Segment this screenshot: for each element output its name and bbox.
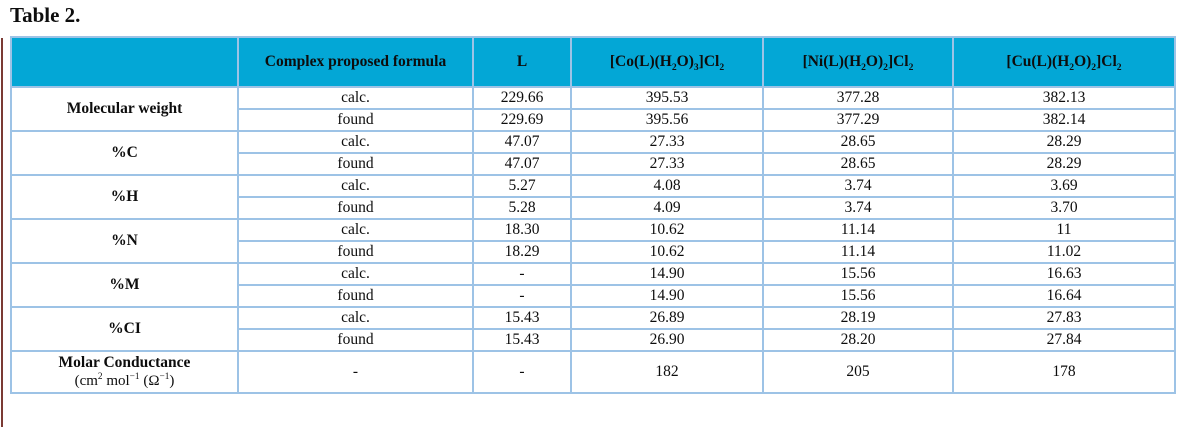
calc-found-cell: calc. <box>237 306 474 330</box>
header-cell-complex-proposed-formula: Complex proposed formula <box>237 36 474 88</box>
calc-found-cell: calc. <box>237 86 474 110</box>
value-cell: 15.56 <box>762 284 954 308</box>
calc-found-cell: found <box>237 240 474 264</box>
value-cell: 15.56 <box>762 262 954 286</box>
header-cell-co-complex: [Co(L)(H2O)3]Cl2 <box>570 36 764 88</box>
value-cell: 18.30 <box>472 218 572 242</box>
value-cell: 11.14 <box>762 218 954 242</box>
value-cell: 16.64 <box>952 284 1176 308</box>
value-cell: - <box>472 262 572 286</box>
value-cell: 4.09 <box>570 196 764 220</box>
table-row: found 229.69 395.56 377.29 382.14 <box>11 108 1176 132</box>
elemental-analysis-table: Complex proposed formula L [Co(L)(H2O)3]… <box>10 36 1176 394</box>
header-cell-ligand: L <box>472 36 572 88</box>
molar-conductance-units: (cm2 mol−1 (Ω−1) <box>74 372 175 390</box>
header-cell-empty <box>10 36 239 88</box>
table-row: found 18.29 10.62 11.14 11.02 <box>11 240 1176 264</box>
value-cell: 47.07 <box>472 130 572 154</box>
value-cell: 27.33 <box>570 152 764 176</box>
value-cell: 14.90 <box>570 284 764 308</box>
value-cell: 377.28 <box>762 86 954 110</box>
value-cell: 28.29 <box>952 152 1176 176</box>
table-row: %M calc. - 14.90 15.56 16.63 <box>10 262 1176 308</box>
value-cell: 10.62 <box>570 218 764 242</box>
value-cell: 229.69 <box>472 108 572 132</box>
calc-found-cell: found <box>237 328 474 352</box>
table-row: found 15.43 26.90 28.20 27.84 <box>11 328 1176 352</box>
row-label-percent-n: %N <box>10 218 239 264</box>
calc-found-cell: calc. <box>237 218 474 242</box>
value-cell: 28.65 <box>762 152 954 176</box>
value-cell: 182 <box>570 350 764 394</box>
value-cell: 27.84 <box>952 328 1176 352</box>
molar-conductance-label: Molar Conductance <box>58 353 191 371</box>
calc-found-cell: found <box>237 108 474 132</box>
value-cell: 47.07 <box>472 152 572 176</box>
value-cell: 395.53 <box>570 86 764 110</box>
calc-found-cell: found <box>237 152 474 176</box>
value-cell: 26.89 <box>570 306 764 330</box>
row-label-molar-conductance: Molar Conductance (cm2 mol−1 (Ω−1) <box>10 350 239 394</box>
table-row: Molecular weight calc. 229.66 395.53 377… <box>10 86 1176 132</box>
page-edge-line <box>1 38 3 427</box>
table-row: %N calc. 18.30 10.62 11.14 11 <box>10 218 1176 264</box>
value-cell: 27.33 <box>570 130 764 154</box>
value-cell: 229.66 <box>472 86 572 110</box>
calc-found-cell: found <box>237 196 474 220</box>
value-cell: 395.56 <box>570 108 764 132</box>
value-cell: 18.29 <box>472 240 572 264</box>
value-cell: 15.43 <box>472 328 572 352</box>
value-cell: 382.13 <box>952 86 1176 110</box>
value-cell: 205 <box>762 350 954 394</box>
row-label-percent-ci: %CI <box>10 306 239 352</box>
value-cell: - <box>472 284 572 308</box>
table-row: found 5.28 4.09 3.74 3.70 <box>11 196 1176 220</box>
calc-found-cell: calc. <box>237 174 474 198</box>
value-cell: 14.90 <box>570 262 764 286</box>
value-cell: 28.29 <box>952 130 1176 154</box>
value-cell: 5.27 <box>472 174 572 198</box>
table-title: Table 2. <box>10 3 81 27</box>
value-cell: 3.70 <box>952 196 1176 220</box>
calc-found-cell: calc. <box>237 130 474 154</box>
table-row: %H calc. 5.27 4.08 3.74 3.69 <box>10 174 1176 220</box>
value-cell: - <box>472 350 572 394</box>
value-cell: 3.69 <box>952 174 1176 198</box>
value-cell: 178 <box>952 350 1176 394</box>
value-cell: 11.02 <box>952 240 1176 264</box>
row-label-percent-m: %M <box>10 262 239 308</box>
header-cell-ni-complex: [Ni(L)(H2O)2]Cl2 <box>762 36 954 88</box>
table-row: %CI calc. 15.43 26.89 28.19 27.83 <box>10 306 1176 352</box>
row-label-percent-c: %C <box>10 130 239 176</box>
value-cell: 11.14 <box>762 240 954 264</box>
calc-found-cell: found <box>237 284 474 308</box>
value-cell: 11 <box>952 218 1176 242</box>
row-label-percent-h: %H <box>10 174 239 220</box>
value-cell: 28.19 <box>762 306 954 330</box>
value-cell: 10.62 <box>570 240 764 264</box>
value-cell: 3.74 <box>762 196 954 220</box>
table-row: Molar Conductance (cm2 mol−1 (Ω−1) - - 1… <box>10 350 1176 394</box>
header-row: Complex proposed formula L [Co(L)(H2O)3]… <box>10 36 1176 88</box>
value-cell: 28.20 <box>762 328 954 352</box>
value-cell: 26.90 <box>570 328 764 352</box>
value-cell: - <box>237 350 474 394</box>
value-cell: 16.63 <box>952 262 1176 286</box>
table-row: %C calc. 47.07 27.33 28.65 28.29 <box>10 130 1176 176</box>
value-cell: 27.83 <box>952 306 1176 330</box>
value-cell: 382.14 <box>952 108 1176 132</box>
table-row: found 47.07 27.33 28.65 28.29 <box>11 152 1176 176</box>
value-cell: 28.65 <box>762 130 954 154</box>
value-cell: 377.29 <box>762 108 954 132</box>
calc-found-cell: calc. <box>237 262 474 286</box>
value-cell: 5.28 <box>472 196 572 220</box>
row-label-molecular-weight: Molecular weight <box>10 86 239 132</box>
value-cell: 15.43 <box>472 306 572 330</box>
table-row: found - 14.90 15.56 16.64 <box>11 284 1176 308</box>
value-cell: 3.74 <box>762 174 954 198</box>
header-cell-cu-complex: [Cu(L)(H2O)2]Cl2 <box>952 36 1176 88</box>
value-cell: 4.08 <box>570 174 764 198</box>
